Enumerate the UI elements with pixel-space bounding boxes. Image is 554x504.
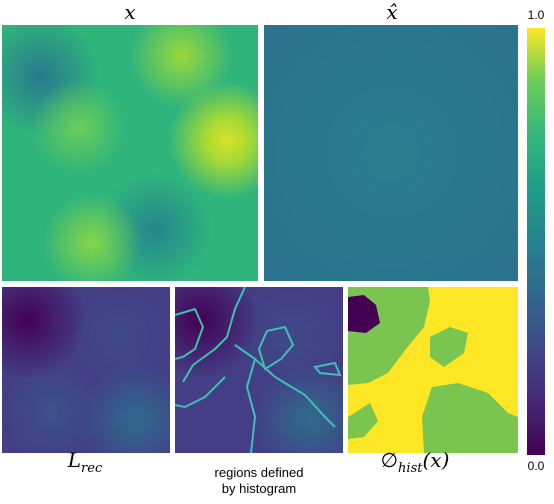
reconstruction-heatmap bbox=[264, 25, 518, 281]
symbol: L bbox=[67, 448, 82, 472]
subscript: hist bbox=[398, 461, 423, 476]
region bbox=[422, 383, 518, 453]
loss-label: Lrec bbox=[35, 448, 135, 476]
input-label: x bbox=[124, 0, 136, 24]
border bbox=[174, 376, 226, 409]
colorbar: 0.0 1.0 bbox=[527, 8, 545, 473]
region bbox=[348, 403, 378, 439]
regions-label: regions defined by histogram bbox=[180, 465, 338, 497]
loss-heatmap bbox=[2, 287, 170, 453]
region bbox=[430, 327, 468, 367]
border bbox=[313, 361, 342, 377]
line: by histogram bbox=[221, 481, 297, 496]
input-heatmap bbox=[2, 25, 258, 281]
border bbox=[174, 307, 205, 360]
region bbox=[348, 295, 380, 333]
border bbox=[245, 358, 257, 454]
symbol: ∅ bbox=[380, 448, 399, 472]
border bbox=[234, 344, 336, 428]
border bbox=[257, 325, 295, 371]
region-map bbox=[348, 287, 518, 453]
subscript: rec bbox=[81, 461, 103, 476]
colorbar-tick-label: 0.0 bbox=[528, 459, 545, 473]
histogram-regions bbox=[348, 287, 518, 453]
regions-heatmap bbox=[174, 286, 343, 454]
reconstruction-label: x̂ bbox=[386, 0, 398, 24]
hist-label: ∅hist(x) bbox=[350, 448, 480, 476]
colorbar-scale bbox=[527, 28, 545, 455]
colorbar-tick-label: 1.0 bbox=[528, 8, 545, 22]
border bbox=[182, 286, 246, 383]
argument: (x) bbox=[422, 448, 450, 472]
line: regions defined bbox=[214, 465, 304, 480]
region-borders bbox=[174, 286, 342, 454]
